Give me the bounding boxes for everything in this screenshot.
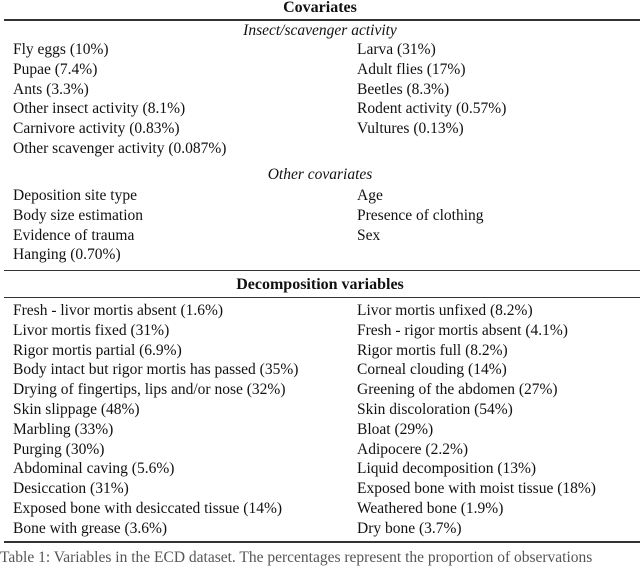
insect-list: Fly eggs (10%) Larva (31%) Pupae (7.4%) Adu… xyxy=(13,40,640,159)
table-cell: Drying of fingertips, lips and/or nose (… xyxy=(13,381,286,399)
rule-decomp xyxy=(4,297,640,298)
table-cell: Dry bone (3.7%) xyxy=(357,519,462,537)
table-cell: Desiccation (31%) xyxy=(13,480,129,498)
table-cell: Ants (3.3%) xyxy=(13,80,89,98)
table-cell: Pupae (7.4%) xyxy=(13,60,98,78)
table-cell: Body size estimation xyxy=(13,206,144,224)
table-cell: Weathered bone (1.9%) xyxy=(357,499,504,517)
table-cell: Livor mortis unfixed (8.2%) xyxy=(357,302,533,319)
table-cell: Skin discoloration (54%) xyxy=(357,400,513,418)
table-cell: Purging (30%) xyxy=(13,440,105,458)
decomposition-title: Decomposition variables xyxy=(236,276,404,293)
insect-subtitle: Insect/scavenger activity xyxy=(243,22,397,39)
table-cell: Bloat (29%) xyxy=(357,420,434,438)
table-cell: Bone with grease (3.6%) xyxy=(13,519,168,537)
table-cell: Exposed bone with moist tissue (18%) xyxy=(357,480,596,498)
table-cell: Livor mortis fixed (31%) xyxy=(13,321,170,339)
table-cell: Larva (31%) xyxy=(357,41,436,58)
rule-bottom xyxy=(4,541,640,543)
table-cell: Abdominal caving (5.6%) xyxy=(13,460,175,478)
table-cell: Body intact but rigor mortis has passed … xyxy=(13,361,299,379)
table-cell: Rigor mortis full (8.2%) xyxy=(357,341,508,359)
table-cell: Evidence of trauma xyxy=(13,226,135,244)
table-cell: Greening of the abdomen (27%) xyxy=(357,381,558,399)
table-cell: Rodent activity (0.57%) xyxy=(357,100,507,118)
table-cell: Adipocere (2.2%) xyxy=(357,440,469,458)
table-cell: Age xyxy=(357,187,383,204)
table-cell: Carnivore activity (0.83%) xyxy=(13,120,180,138)
table-cell: Corneal clouding (14%) xyxy=(357,361,507,379)
table-cell: Liquid decomposition (13%) xyxy=(357,460,537,478)
table-cell: Other insect activity (8.1%) xyxy=(13,100,186,118)
rule-mid xyxy=(4,270,640,271)
table-cell: Other scavenger activity (0.087%) xyxy=(13,139,227,157)
table-caption: Table 1: Variables in the ECD dataset. T… xyxy=(0,549,593,566)
table-cell: Adult flies (17%) xyxy=(357,60,466,78)
covariates-title: Covariates xyxy=(283,0,357,16)
other-subtitle: Other covariates xyxy=(267,166,373,183)
other-list: Deposition site type Age Body size estimat… xyxy=(13,186,640,265)
table-cell: Hanging (0.70%) xyxy=(13,246,121,264)
table-cell: Presence of clothing xyxy=(357,206,484,224)
decomposition-list: Fresh - livor mortis absent (1.6%) Livor … xyxy=(13,301,640,539)
table-cell: Skin slippage (48%) xyxy=(13,400,140,418)
rule-top xyxy=(4,19,640,21)
table-cell: Deposition site type xyxy=(13,187,137,204)
table-cell: Beetles (8.3%) xyxy=(357,80,450,98)
table-cell: Fresh - rigor mortis absent (4.1%) xyxy=(357,321,568,339)
table-cell: Exposed bone with desiccated tissue (14%… xyxy=(13,499,283,517)
table-cell: Marbling (33%) xyxy=(13,420,114,438)
table-cell: Vultures (0.13%) xyxy=(357,120,464,138)
table-cell: Sex xyxy=(357,226,381,244)
table-cell: Rigor mortis partial (6.9%) xyxy=(13,341,182,359)
table-cell: Fresh - livor mortis absent (1.6%) xyxy=(13,302,224,319)
table-cell: Fly eggs (10%) xyxy=(13,41,109,58)
